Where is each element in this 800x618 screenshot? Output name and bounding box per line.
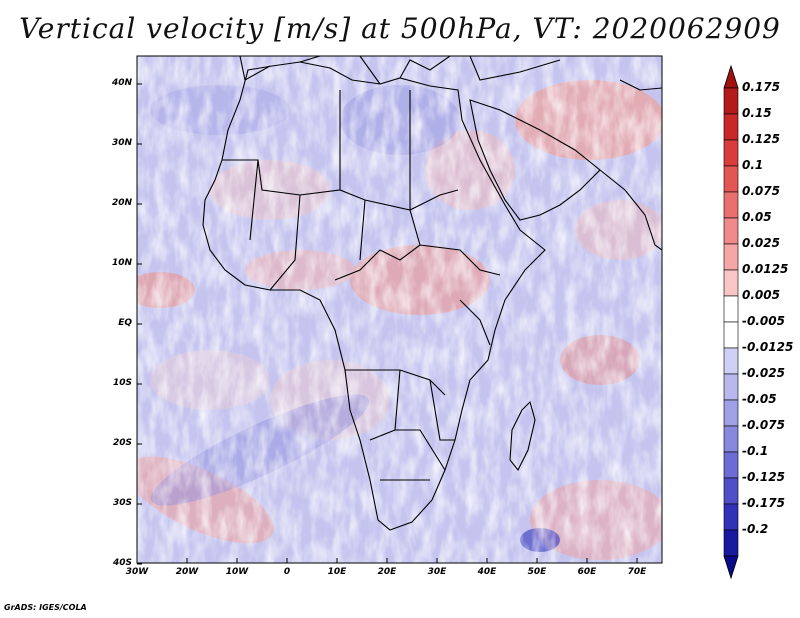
colorbar-label: -0.2 — [742, 522, 769, 536]
colorbar-label: 0.1 — [742, 158, 764, 172]
colorbar-swatch — [723, 425, 739, 453]
colorbar-label: 0.0125 — [742, 262, 789, 276]
colorbar-swatch — [723, 503, 739, 531]
colorbar-label: -0.075 — [742, 418, 785, 432]
colorbar-top-arrow — [723, 64, 739, 89]
colorbar-label: 0.05 — [742, 210, 772, 224]
colorbar-label: -0.0125 — [742, 340, 794, 354]
lat-label: 10S — [112, 378, 132, 388]
colorbar-label: 0.025 — [742, 236, 780, 250]
colorbar-label: -0.125 — [742, 470, 785, 484]
lat-label: 30N — [111, 138, 132, 148]
colorbar-label: 0.005 — [742, 288, 780, 302]
colorbar-swatch — [723, 191, 739, 219]
lon-label: 60E — [577, 567, 597, 577]
colorbar-swatch — [723, 451, 739, 479]
lon-label: 40E — [477, 567, 497, 577]
colorbar-swatch — [723, 477, 739, 505]
velocity-field — [137, 56, 662, 563]
colorbar-label: 0.175 — [742, 80, 780, 94]
colorbar-swatch — [723, 399, 739, 427]
lat-label: 40N — [111, 78, 132, 88]
plot-frame — [136, 55, 663, 564]
colorbar-swatch — [723, 113, 739, 141]
colorbar-swatch — [723, 295, 739, 323]
colorbar-swatch — [723, 243, 739, 271]
colorbar — [723, 64, 739, 580]
coastlines — [202, 56, 662, 531]
colorbar-label: -0.175 — [742, 496, 785, 510]
axis-ticks — [136, 83, 638, 565]
colorbar-swatch — [723, 269, 739, 297]
colorbar-swatch — [723, 139, 739, 167]
chart-title: Vertical velocity [m/s] at 500hPa, VT: 2… — [19, 12, 781, 45]
colorbar-swatch — [723, 321, 739, 349]
colorbar-swatch — [723, 347, 739, 375]
colorbar-swatch — [723, 217, 739, 245]
lon-label: 0 — [283, 567, 291, 577]
lon-label: 30E — [427, 567, 447, 577]
lon-label: 20W — [175, 567, 199, 577]
lon-label: 70E — [627, 567, 647, 577]
colorbar-label: 0.15 — [742, 106, 772, 120]
lat-label: 10N — [111, 258, 132, 268]
lat-label: 20N — [111, 198, 132, 208]
colorbar-label: -0.005 — [742, 314, 785, 328]
colorbar-label: -0.025 — [742, 366, 785, 380]
lon-label: 20E — [377, 567, 397, 577]
colorbar-swatch — [723, 529, 739, 557]
lon-label: 10W — [225, 567, 249, 577]
lon-label: 50E — [527, 567, 547, 577]
grads-credit: GrADS: IGES/COLA — [4, 603, 87, 612]
lon-label: 10E — [327, 567, 347, 577]
lat-label: 30S — [112, 498, 132, 508]
lat-label: 20S — [112, 438, 132, 448]
colorbar-label: 0.125 — [742, 132, 780, 146]
colorbar-label: -0.05 — [742, 392, 777, 406]
colorbar-label: 0.075 — [742, 184, 780, 198]
colorbar-swatch — [723, 373, 739, 401]
lat-label: 40S — [112, 558, 132, 568]
colorbar-label: -0.1 — [742, 444, 769, 458]
colorbar-bottom-arrow — [723, 555, 739, 580]
lat-label: EQ — [118, 318, 132, 328]
lon-label: 30W — [125, 567, 149, 577]
colorbar-swatch — [723, 87, 739, 115]
colorbar-swatch — [723, 165, 739, 193]
